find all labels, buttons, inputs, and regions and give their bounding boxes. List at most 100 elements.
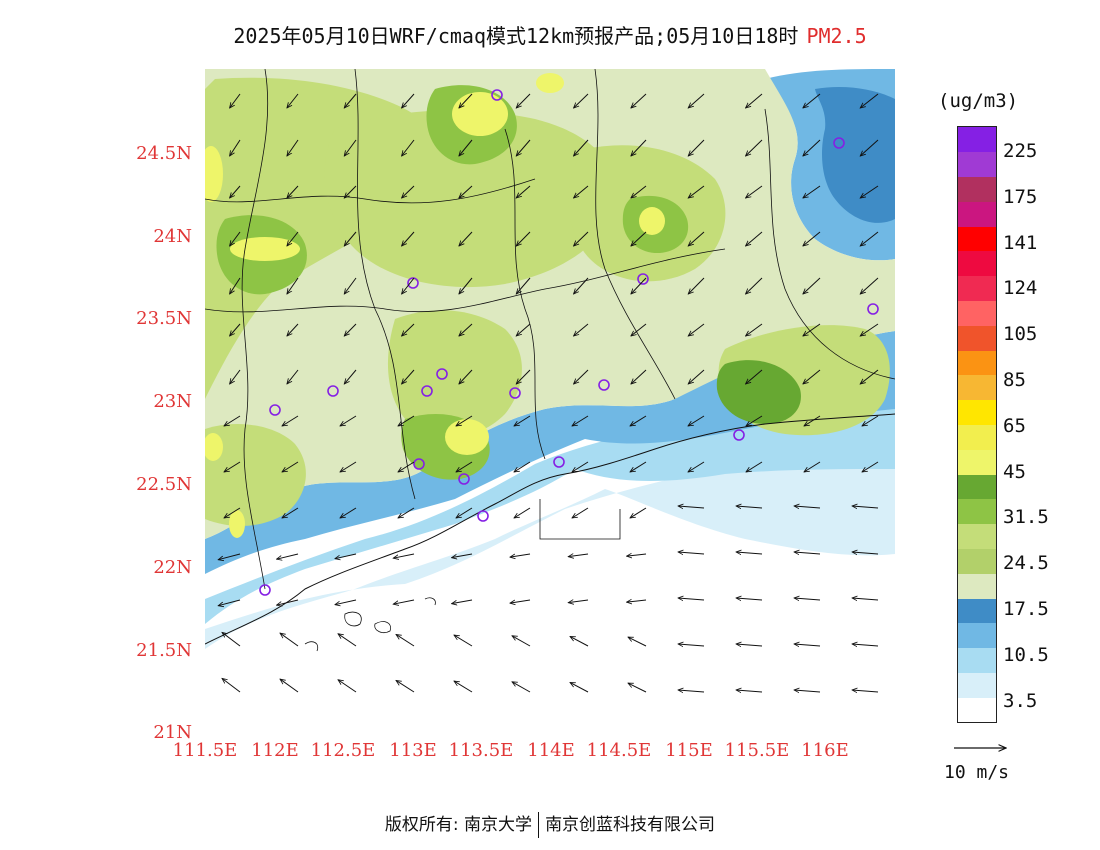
wind-arrow — [803, 231, 821, 246]
legend-swatch — [958, 399, 996, 425]
lat-label-24n: 24N — [153, 226, 192, 247]
wind-arrow — [402, 323, 415, 336]
wind-arrow — [282, 461, 299, 472]
legend-swatch — [958, 151, 996, 178]
wind-arrow — [344, 369, 357, 384]
wind-arrow — [402, 93, 415, 108]
wind-arrow — [344, 93, 357, 108]
wind-arrow — [631, 139, 647, 156]
legend-label: 31.5 — [1003, 506, 1049, 529]
island-3 — [304, 641, 319, 652]
wind-arrow — [860, 277, 879, 294]
wind-arrow — [678, 552, 705, 554]
wind-arrow — [287, 323, 299, 336]
wind-arrow — [230, 139, 241, 156]
wind-arrow — [514, 415, 531, 426]
admin-boundary-7 — [205, 178, 536, 204]
wind-arrow — [688, 231, 705, 246]
pm25-concentration-map[interactable] — [205, 69, 895, 731]
monitoring-station-marker — [598, 379, 610, 391]
wind-arrow — [804, 461, 821, 472]
wind-arrow — [280, 633, 299, 647]
wind-arrow — [852, 690, 879, 692]
wind-arrow — [630, 415, 647, 426]
wind-arrow — [402, 277, 415, 294]
yellow-hotspot-west — [230, 237, 300, 261]
monitoring-station-marker — [259, 584, 271, 596]
coastal-band-light — [205, 419, 895, 649]
wind-arrow — [688, 415, 705, 426]
wind-arrow — [344, 323, 357, 336]
wind-arrow — [340, 461, 357, 472]
wind-arrow — [803, 369, 821, 384]
legend-swatch — [958, 647, 996, 673]
wind-arrow — [860, 139, 879, 156]
wind-reference-label: 10 m/s — [944, 762, 1010, 783]
wind-arrow — [230, 185, 241, 198]
lat-label-23-5n: 23.5N — [136, 308, 192, 329]
wind-arrow — [574, 277, 589, 294]
wind-arrow — [393, 553, 415, 558]
legend-label: 24.5 — [1003, 552, 1049, 575]
wind-arrow — [852, 598, 879, 600]
wind-arrow — [631, 369, 647, 384]
wind-arrow — [459, 231, 473, 246]
wind-arrow — [688, 277, 705, 294]
wind-arrow — [230, 93, 241, 108]
wind-arrow — [688, 185, 705, 198]
wind-arrow — [402, 231, 415, 246]
wind-arrow — [510, 553, 531, 557]
legend-swatch — [958, 697, 996, 723]
monitoring-station-marker — [637, 273, 649, 285]
lon-label-113-5e: 113.5E — [448, 740, 514, 761]
legend-swatch — [958, 573, 996, 599]
wind-arrow — [570, 636, 589, 647]
legend-label: 17.5 — [1003, 598, 1049, 620]
yellow-hotspot-southwest — [229, 510, 245, 538]
yellow-hotspot-south — [445, 419, 489, 455]
lat-label-24-5n: 24.5N — [136, 143, 192, 164]
wind-arrow — [510, 599, 531, 603]
wind-arrow — [574, 185, 589, 198]
monitoring-station-marker — [458, 473, 470, 485]
wind-arrow — [512, 682, 531, 693]
wind-arrow — [516, 185, 531, 198]
wind-arrow — [459, 323, 473, 336]
wind-arrow — [516, 231, 531, 246]
lon-label-115e: 115E — [665, 740, 713, 761]
wind-arrow — [574, 93, 589, 108]
map-panel[interactable] — [205, 69, 895, 731]
wind-arrow — [344, 185, 357, 198]
wind-arrow — [277, 553, 299, 559]
lat-label-21n: 21N — [153, 722, 192, 743]
lon-label-115-5e: 115.5E — [724, 740, 790, 761]
legend-label: 175 — [1003, 185, 1038, 208]
wind-arrow — [452, 553, 473, 558]
wind-arrow — [459, 93, 473, 108]
coastal-band-mid — [205, 394, 895, 624]
wind-arrow — [852, 644, 879, 646]
island-4 — [424, 597, 436, 606]
admin-boundary-6 — [205, 248, 726, 313]
wind-arrow — [678, 506, 705, 508]
monitoring-station-marker — [833, 137, 845, 149]
wind-arrow — [746, 415, 763, 426]
wind-arrow — [459, 139, 473, 156]
admin-boundary-1 — [241, 69, 269, 590]
wind-arrow — [631, 185, 647, 198]
wind-arrow — [860, 369, 879, 384]
wind-arrow — [803, 185, 821, 198]
yellow-hotspot-edge-south — [205, 433, 223, 461]
lat-label-22n: 22N — [153, 557, 192, 578]
wind-arrow — [630, 507, 647, 518]
wind-arrow — [746, 323, 763, 336]
wind-arrow — [631, 277, 647, 294]
wind-arrow — [568, 554, 589, 557]
legend-swatch — [958, 127, 996, 153]
title-pollutant: PM2.5 — [806, 24, 867, 48]
wind-arrow — [574, 323, 589, 336]
wind-arrow — [678, 644, 705, 646]
legend-swatch — [958, 622, 996, 649]
monitoring-station-marker — [867, 303, 879, 315]
legend-swatch — [958, 350, 996, 376]
